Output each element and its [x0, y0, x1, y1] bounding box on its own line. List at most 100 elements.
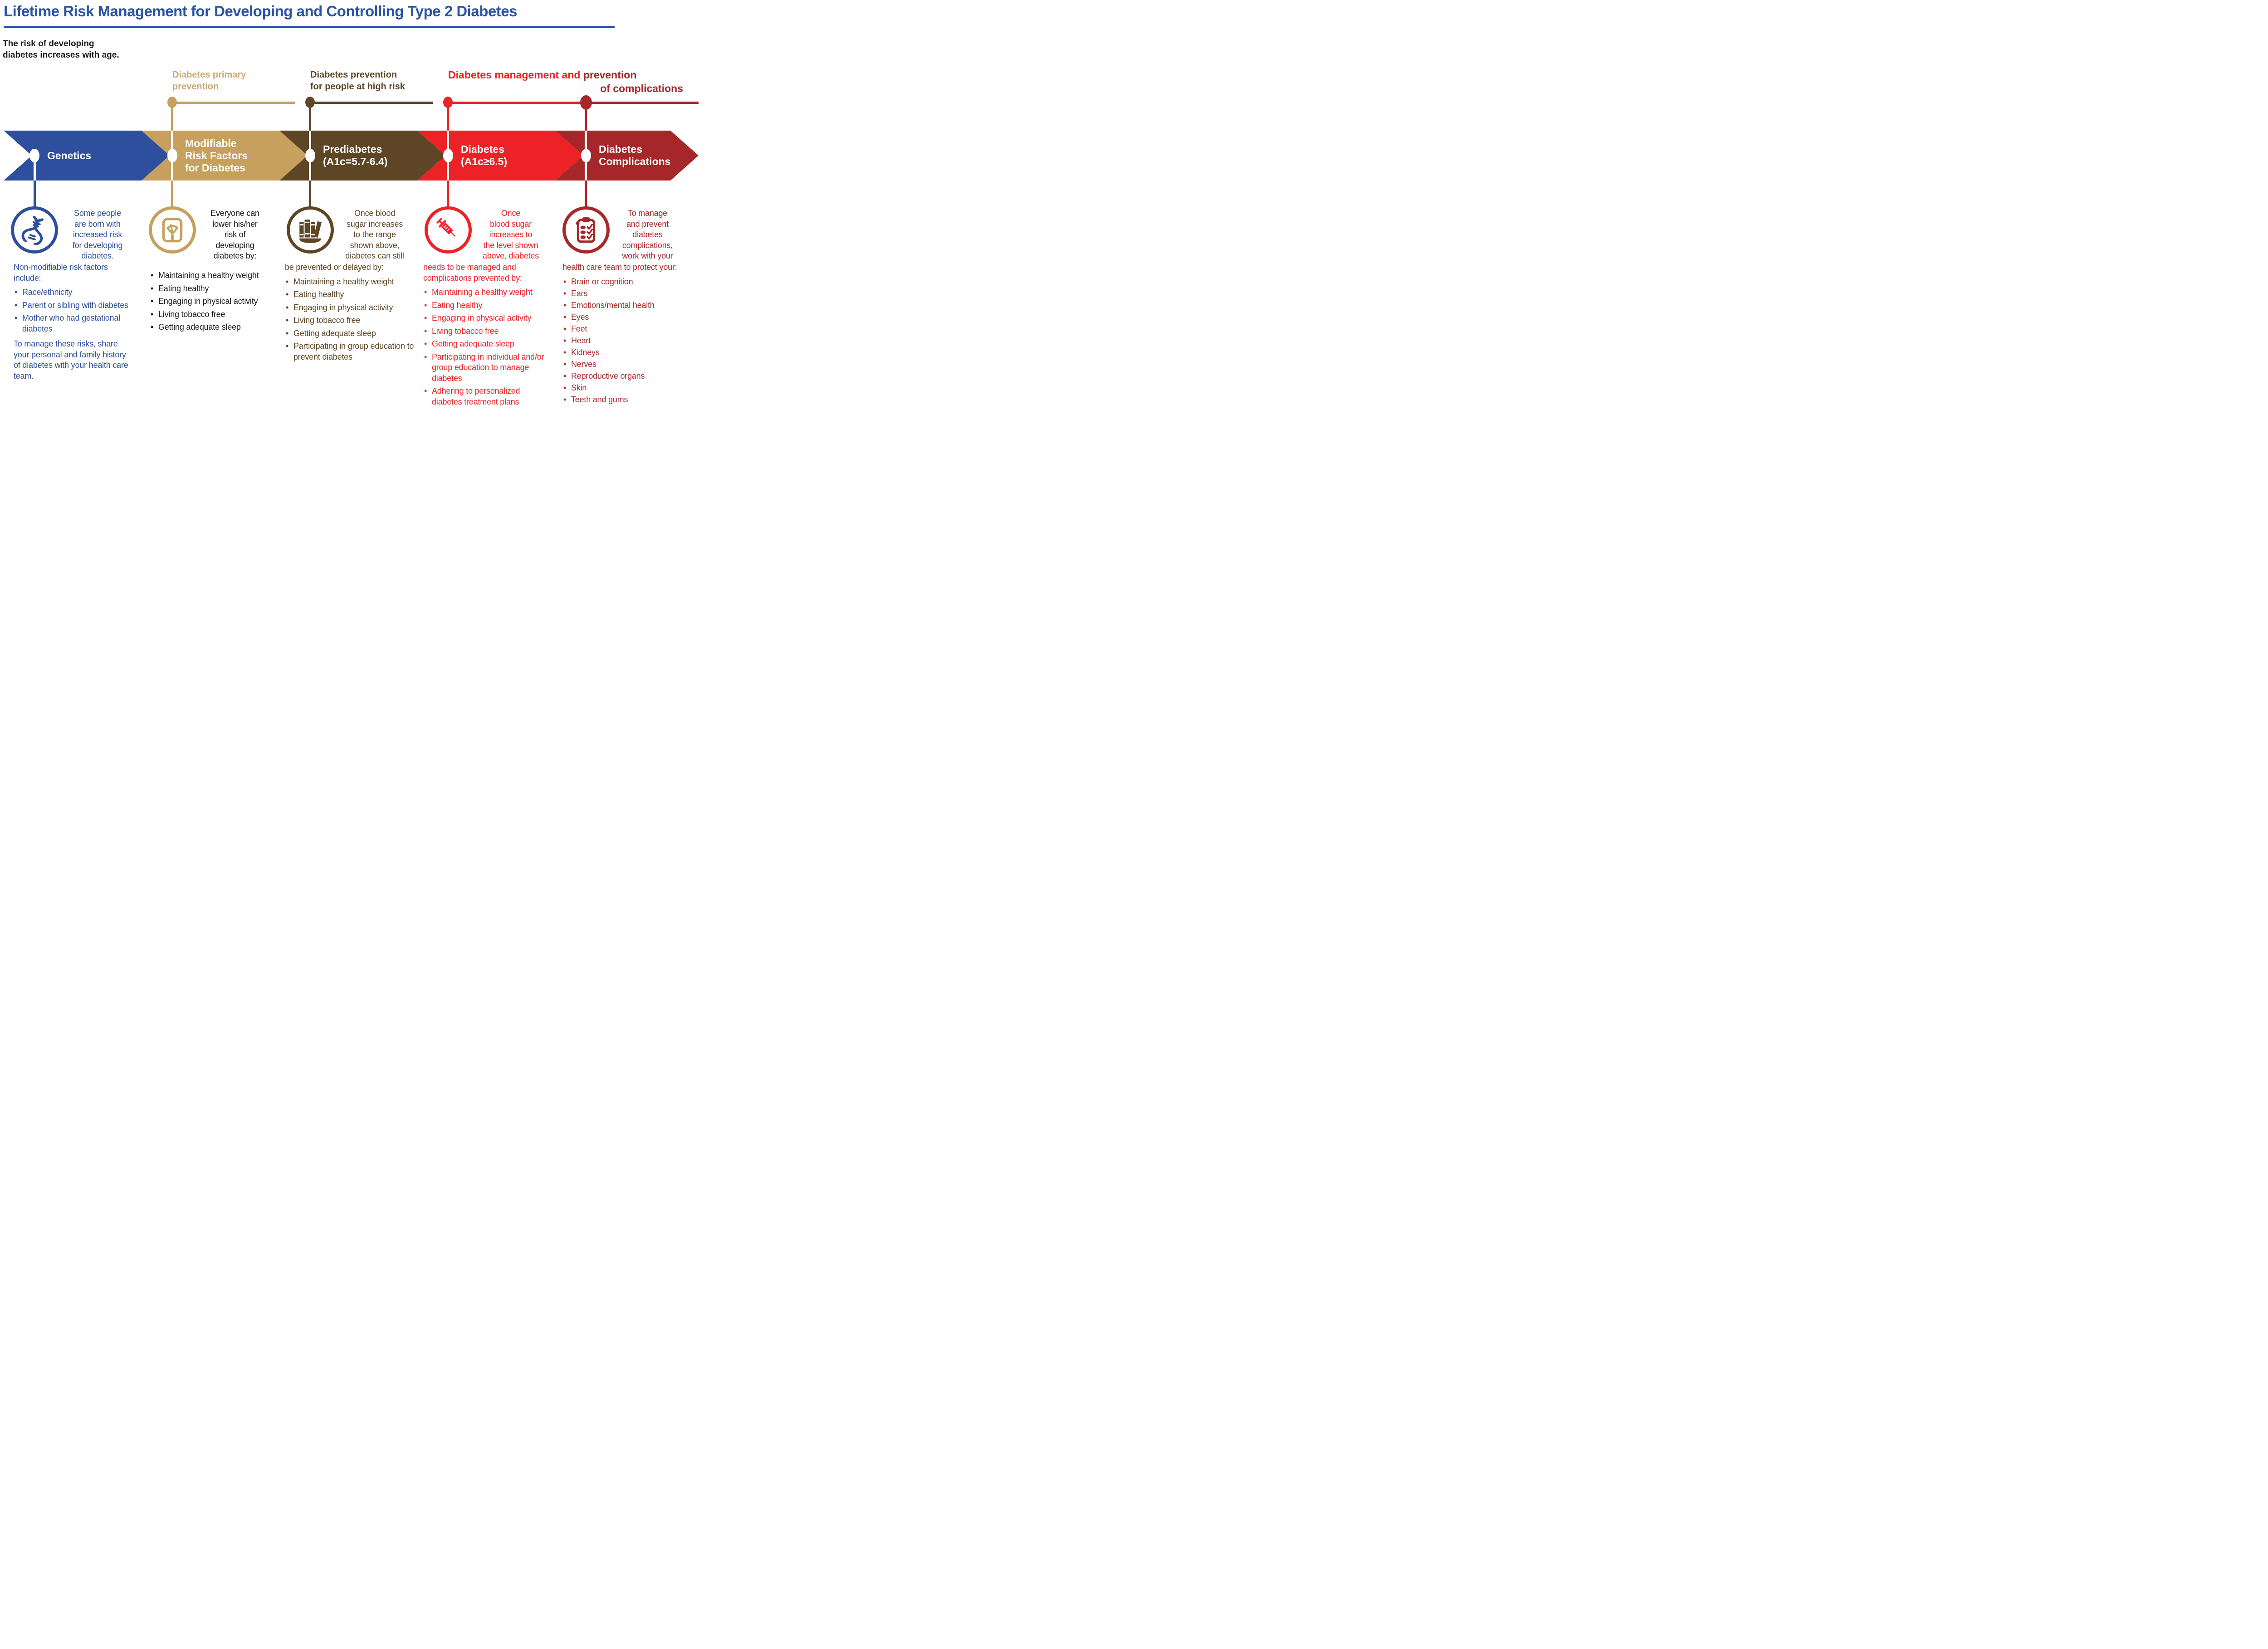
bullet-item: Adhering to personalized diabetes treatm…	[423, 386, 552, 407]
bullet-item: Getting adequate sleep	[285, 328, 415, 339]
column-lead-text: be prevented or delayed by:	[285, 263, 384, 272]
subtitle: The risk of developing diabetes increase…	[3, 39, 119, 60]
stage-chevron-label-line: Risk Factors	[185, 149, 248, 161]
bracket-label-line: Diabetes prevention	[310, 70, 397, 80]
intro-line: work with your	[622, 251, 673, 260]
bullet-item: Eating healthy	[285, 289, 415, 300]
stage-chevron-label-line: Prediabetes	[323, 143, 382, 155]
stage-chevron-label-line: Complications	[599, 156, 671, 167]
bracket-label-high-risk: Diabetes prevention for people at high r…	[310, 69, 405, 93]
bullet-item: Ears	[562, 288, 691, 299]
bullet-item: Eating healthy	[423, 300, 552, 311]
bracket-label-segment: Diabetes management and	[448, 69, 583, 81]
bullet-item: Kidneys	[562, 347, 691, 358]
stage-chevron-label-line: Diabetes	[599, 143, 642, 155]
intro-line: risk of	[224, 230, 246, 239]
bracket-label-line: for people at high risk	[310, 82, 405, 92]
stage-chevron-label: Modifiable Risk Factors for Diabetes	[185, 131, 248, 181]
intro-line: Some people	[74, 209, 121, 218]
stage-intro-complications: To manage and prevent diabetes complicat…	[612, 208, 683, 262]
infographic-canvas: Lifetime Risk Management for Developing …	[0, 0, 699, 422]
intro-line: are born with	[74, 219, 121, 229]
bullet-item: Eyes	[562, 312, 691, 322]
intro-line: diabetes	[632, 230, 663, 239]
stage-connector-line	[585, 181, 587, 207]
bracket-label-segment: prevention	[583, 69, 637, 81]
bullet-list: Race/ethnicity Parent or sibling with di…	[14, 287, 133, 334]
stage-intro-prediabetes: Once blood sugar increases to the range …	[337, 208, 413, 262]
clipboard-icon	[562, 206, 610, 254]
stage-column-prediabetes: be prevented or delayed by: Maintaining …	[285, 262, 415, 365]
bullet-item: Heart	[562, 336, 691, 346]
stage-dot	[581, 149, 591, 162]
intro-line: increases to	[489, 230, 533, 239]
stage-chevron-label-line: for Diabetes	[185, 161, 245, 174]
intro-line: Once	[501, 209, 521, 218]
bullet-item: Reproductive organs	[562, 371, 691, 381]
bullet-item: Engaging in physical activity	[423, 313, 552, 324]
stage-connector-line	[585, 102, 587, 131]
bracket-line-high-risk	[310, 102, 433, 104]
bullet-list: Maintaining a healthy weight Eating heal…	[285, 277, 415, 363]
bracket-label-line: Diabetes primary	[172, 70, 246, 80]
syringe-icon	[425, 206, 472, 254]
bullet-item: Skin	[562, 383, 691, 393]
bullet-item: Maintaining a healthy weight	[423, 287, 552, 298]
stage-connector-line	[171, 181, 173, 207]
column-lead-text: health care team to protect your:	[562, 263, 677, 272]
stage-column-modifiable: Maintaining a healthy weight Eating heal…	[150, 270, 278, 335]
intro-line: the level shown	[483, 240, 538, 250]
stage-column-diabetes: needs to be managed and complications pr…	[423, 262, 552, 410]
bullet-item: Living tobacco free	[150, 309, 278, 320]
stage-connector-line	[171, 102, 173, 131]
timeline-dot-tan	[167, 97, 177, 108]
bullet-item: Participating in individual and/or group…	[423, 352, 552, 384]
column-lead-text: needs to be managed and complications pr…	[423, 263, 522, 283]
bracket-line-management	[448, 102, 586, 104]
intro-line: diabetes can still	[345, 251, 404, 260]
bullet-item: Getting adequate sleep	[423, 339, 552, 350]
stage-dot	[305, 149, 315, 162]
page-title: Lifetime Risk Management for Developing …	[4, 3, 517, 20]
stage-connector-line	[34, 156, 36, 181]
bullet-item: Engaging in physical activity	[285, 302, 415, 313]
intro-line: Once blood	[354, 209, 396, 218]
bullet-item: Feet	[562, 324, 691, 334]
stage-chevron-label: Genetics	[47, 131, 91, 181]
bullet-list: Brain or cognition Ears Emotions/mental …	[562, 277, 691, 405]
bracket-label-management: Diabetes management and prevention of co…	[448, 68, 683, 95]
stage-dot	[443, 149, 453, 162]
stage-chevron-genetics: Genetics	[4, 131, 170, 181]
intro-line: to the range	[353, 230, 396, 239]
bullet-item: Participating in group education to prev…	[285, 341, 415, 362]
bullet-item: Engaging in physical activity	[150, 296, 278, 307]
bullet-item: Brain or cognition	[562, 277, 691, 287]
stage-chevron-label-line: (A1c=5.7-6.4)	[323, 156, 388, 167]
bullet-item: Parent or sibling with diabetes	[14, 300, 133, 311]
intro-line: developing	[215, 240, 254, 250]
bullet-item: Living tobacco free	[285, 315, 415, 326]
bracket-label-primary-prevention: Diabetes primary prevention	[172, 69, 246, 93]
bullet-item: Mother who had gestational diabetes	[14, 313, 133, 334]
intro-line: above, diabetes	[482, 251, 539, 260]
stage-chevron-label: Diabetes (A1c≥6.5)	[461, 131, 507, 181]
stage-dot	[167, 149, 177, 162]
stage-connector-line	[34, 181, 36, 207]
bracket-line-complications	[586, 102, 699, 104]
bullet-item: Nerves	[562, 359, 691, 370]
intro-line: shown above,	[350, 240, 400, 250]
stage-column-genetics: Non-modifiable risk factors include: Rac…	[14, 262, 133, 381]
stage-chevron-label-line: (A1c≥6.5)	[461, 156, 508, 167]
scale-icon	[149, 206, 196, 254]
intro-line: increased risk	[73, 230, 122, 239]
bullet-item: Eating healthy	[150, 283, 278, 294]
bullet-item: Maintaining a healthy weight	[150, 270, 278, 281]
column-footer-text: To manage these risks, share your person…	[14, 339, 128, 381]
stage-connector-line	[309, 181, 311, 207]
title-divider	[4, 26, 615, 28]
stage-connector-line	[309, 102, 311, 131]
intro-line: for developing	[72, 240, 123, 250]
timeline-dot-brown	[305, 97, 315, 108]
bullet-item: Maintaining a healthy weight	[285, 277, 415, 288]
books-icon	[287, 206, 334, 254]
